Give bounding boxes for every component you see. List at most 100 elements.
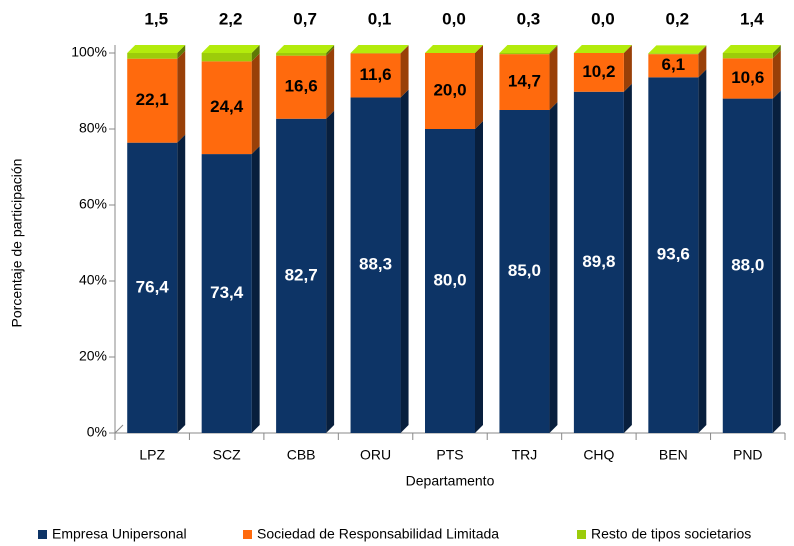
bar-segment [573, 91, 624, 433]
bar-side [475, 121, 483, 433]
bar-side [772, 90, 781, 433]
value-label: 73,4 [210, 283, 244, 302]
y-tick-label: 100% [71, 44, 107, 60]
legend-label: Sociedad de Responsabilidad Limitada [257, 526, 499, 542]
bar-top [722, 45, 781, 53]
legend-swatch [243, 530, 252, 539]
bar-segment [425, 129, 475, 433]
x-tick-label: BEN [659, 447, 688, 463]
bar-segment [425, 53, 475, 129]
bar-top [425, 45, 483, 53]
bar-side [400, 45, 409, 54]
bar-segment [350, 97, 401, 434]
value-label: 24,4 [210, 97, 244, 116]
value-label: 20,0 [433, 80, 466, 99]
x-tick-label: TRJ [512, 447, 538, 463]
bar-segment [127, 53, 178, 59]
value-label: 0,1 [368, 9, 392, 28]
value-label: 85,0 [508, 261, 541, 280]
bar-top [276, 45, 335, 53]
value-label: 89,8 [582, 252, 615, 271]
value-label: 16,6 [285, 77, 318, 96]
y-tick-label: 40% [79, 272, 107, 288]
bar-top [127, 45, 186, 53]
value-label: 0,2 [666, 9, 690, 28]
bar-side [698, 45, 707, 55]
bar-side [549, 102, 558, 433]
value-label: 93,6 [657, 245, 690, 264]
bar-side [400, 45, 409, 98]
value-label: 10,2 [582, 62, 615, 81]
bar-segment [276, 55, 327, 119]
y-tick-label: 60% [79, 196, 107, 212]
bar-segment [499, 54, 550, 110]
value-label: 14,7 [508, 72, 541, 91]
bar-side [623, 45, 632, 92]
x-tick-label: LPZ [139, 447, 165, 463]
y-tick-label: 0% [87, 424, 107, 440]
y-tick-label: 80% [79, 120, 107, 136]
x-axis-depth [114, 424, 124, 434]
bar-segment [201, 53, 252, 62]
bar-side [549, 45, 558, 55]
bar-side [177, 45, 186, 59]
value-label: 22,1 [136, 90, 169, 109]
x-tick-label: SCZ [213, 447, 241, 463]
value-label: 2,2 [219, 9, 243, 28]
bar-top [201, 45, 260, 53]
bar-side [326, 45, 335, 56]
bar-segment [499, 110, 550, 433]
bar-side [251, 45, 260, 62]
bar-side [772, 50, 781, 99]
legend-swatch [38, 530, 47, 539]
x-tick-label: ORU [360, 447, 391, 463]
bar-side [400, 89, 409, 434]
x-axis-title: Departamento [406, 473, 495, 489]
value-label: 76,4 [136, 277, 170, 296]
bar-top [350, 45, 409, 53]
value-label: 88,0 [731, 255, 764, 274]
value-label: 0,7 [293, 9, 317, 28]
value-label: 6,1 [662, 55, 686, 74]
value-label: 88,3 [359, 255, 392, 274]
bar-top [648, 45, 707, 54]
legend-swatch [577, 530, 586, 539]
legend-label: Resto de tipos societarios [591, 526, 751, 542]
bar-top [573, 45, 632, 53]
bar-side [326, 47, 335, 119]
x-tick-label: CBB [287, 447, 316, 463]
x-tick-label: PND [733, 447, 763, 463]
value-label: 0,3 [517, 9, 541, 28]
y-axis-title: Porcentaje de participación [9, 159, 25, 328]
bar-side [251, 146, 260, 433]
bar-side [177, 50, 186, 143]
bar-segment [276, 53, 327, 56]
value-label: 11,6 [359, 65, 391, 84]
bar-segment [127, 142, 178, 433]
value-label: 82,7 [285, 265, 318, 284]
bar-segment [648, 53, 699, 55]
value-label: 1,5 [144, 9, 168, 28]
value-label: 80,0 [433, 270, 466, 289]
bar-side [772, 45, 781, 59]
x-tick-label: CHQ [583, 447, 614, 463]
x-tick-label: PTS [436, 447, 463, 463]
bar-segment [276, 118, 327, 434]
bar-side [698, 46, 707, 78]
bar-segment [350, 53, 401, 98]
bar-side [549, 46, 558, 110]
bar-side [177, 134, 186, 433]
bar-segment [201, 61, 252, 155]
bar-segment [573, 53, 624, 92]
value-label: 0,0 [591, 9, 615, 28]
value-label: 0,0 [442, 9, 466, 28]
bar-segment [722, 53, 773, 59]
bar-side [623, 83, 632, 433]
bar-segment [648, 77, 699, 433]
value-label: 1,4 [740, 9, 764, 28]
bar-segment [648, 54, 699, 78]
bar-segment [722, 98, 773, 433]
bar-segment [499, 53, 550, 55]
legend-label: Empresa Unipersonal [52, 526, 187, 542]
